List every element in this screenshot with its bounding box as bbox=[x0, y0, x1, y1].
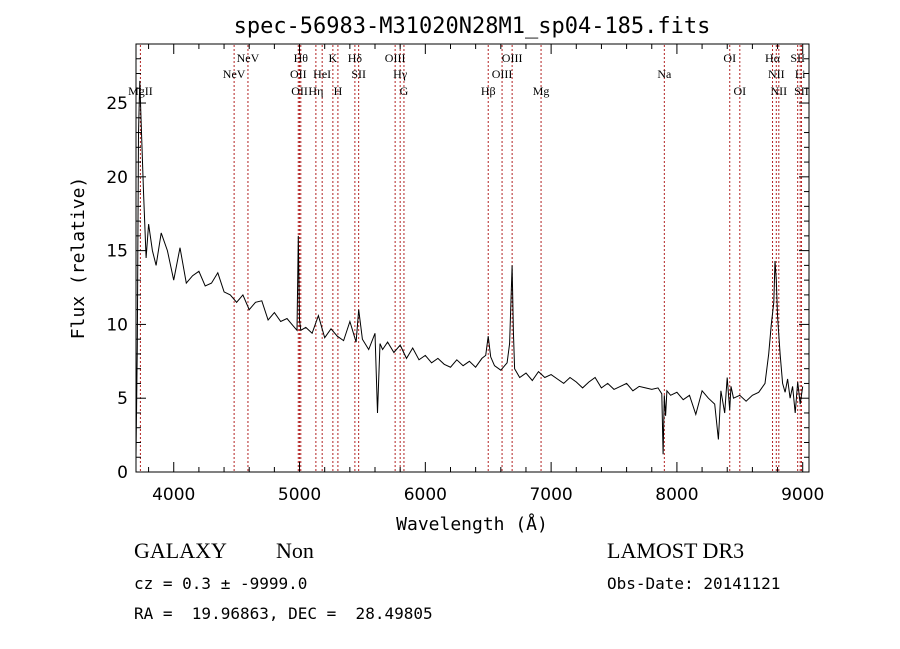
line-label: OIII bbox=[502, 51, 523, 65]
line-label: OI bbox=[723, 51, 736, 65]
x-tick-label: 4000 bbox=[152, 485, 195, 505]
line-label: Na bbox=[657, 67, 672, 81]
obs-date: Obs-Date: 20141121 bbox=[607, 574, 781, 593]
line-label: Hβ bbox=[481, 84, 496, 98]
line-label: Mg bbox=[533, 84, 550, 98]
y-tick-label: 5 bbox=[117, 389, 128, 409]
object-subclass: Non bbox=[276, 538, 314, 563]
line-label: Hη bbox=[308, 84, 323, 98]
line-label: NII bbox=[770, 84, 787, 98]
x-tick-label: 9000 bbox=[781, 485, 824, 505]
y-axis: 0 5 10 15 20 25 bbox=[106, 58, 809, 483]
line-label: OI bbox=[733, 84, 746, 98]
line-label: Hγ bbox=[393, 67, 408, 81]
line-label: SII bbox=[794, 84, 809, 98]
line-label: SII bbox=[790, 51, 805, 65]
x-tick-label: 8000 bbox=[655, 485, 698, 505]
line-label: H bbox=[334, 84, 343, 98]
x-axis: 4000 5000 6000 7000 8000 9000 bbox=[148, 44, 824, 505]
y-tick-label: 20 bbox=[106, 168, 128, 188]
x-tick-label: 5000 bbox=[278, 485, 321, 505]
line-label: OII bbox=[291, 84, 308, 98]
x-axis-label: Wavelength (Å) bbox=[396, 513, 548, 535]
y-tick-label: 15 bbox=[106, 242, 128, 262]
line-label: SII bbox=[351, 67, 366, 81]
line-label: OIII bbox=[492, 67, 513, 81]
spectrum-line bbox=[135, 80, 804, 458]
line-label: OII bbox=[290, 67, 307, 81]
line-label: OIII bbox=[385, 51, 406, 65]
x-tick-label: 6000 bbox=[404, 485, 447, 505]
line-label: G bbox=[400, 84, 409, 98]
line-label: HeI bbox=[313, 67, 331, 81]
redshift-cz: cz = 0.3 ± -9999.0 bbox=[134, 574, 308, 593]
y-axis-label: Flux (relative) bbox=[68, 177, 89, 340]
y-tick-label: 0 bbox=[117, 463, 128, 483]
line-label: Hα bbox=[765, 51, 781, 65]
ra-dec: RA = 19.96863, DEC = 28.49805 bbox=[134, 604, 433, 623]
chart-title: spec-56983-M31020N28M1_sp04-185.fits bbox=[234, 14, 711, 39]
line-markers bbox=[139, 45, 802, 471]
object-class: GALAXY bbox=[134, 538, 227, 563]
y-tick-label: 25 bbox=[106, 94, 128, 114]
line-label: NeV bbox=[223, 67, 246, 81]
line-label: Li bbox=[795, 67, 806, 81]
line-label: NeV bbox=[237, 51, 260, 65]
line-label: Hδ bbox=[348, 51, 363, 65]
line-label: NII bbox=[768, 67, 785, 81]
x-tick-label: 7000 bbox=[529, 485, 572, 505]
line-label: Hθ bbox=[294, 51, 309, 65]
survey-name: LAMOST DR3 bbox=[607, 538, 745, 563]
plot-frame bbox=[135, 43, 810, 473]
line-label: K bbox=[329, 51, 338, 65]
y-tick-label: 10 bbox=[106, 315, 128, 335]
